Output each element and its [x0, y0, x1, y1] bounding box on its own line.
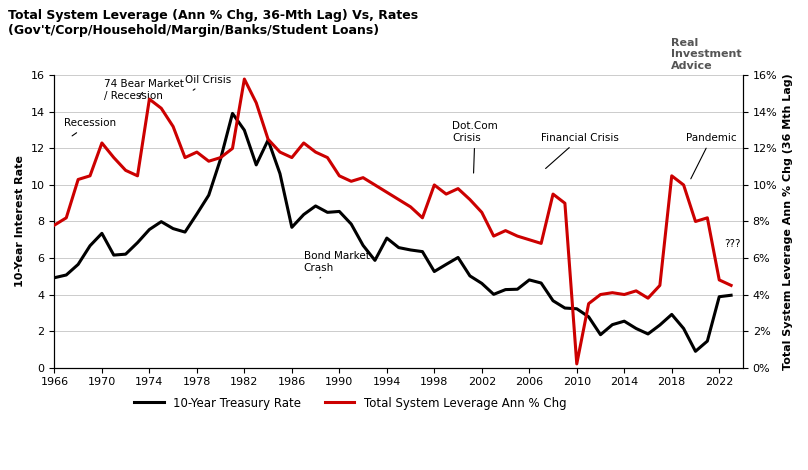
Text: Bond Market
Crash: Bond Market Crash — [304, 251, 369, 278]
Text: Recession: Recession — [64, 118, 116, 136]
Text: 74 Bear Market
/ Recession: 74 Bear Market / Recession — [104, 79, 184, 101]
Text: Oil Crisis: Oil Crisis — [185, 75, 231, 90]
Text: Total System Leverage (Ann % Chg, 36-Mth Lag) Vs, Rates
(Gov't/Corp/Household/Ma: Total System Leverage (Ann % Chg, 36-Mth… — [8, 9, 419, 38]
Y-axis label: Total System Leverage Ann % Chg (36 Mth Lag): Total System Leverage Ann % Chg (36 Mth … — [783, 73, 793, 370]
Y-axis label: 10-Year Interest Rate: 10-Year Interest Rate — [15, 156, 25, 288]
Legend: 10-Year Treasury Rate, Total System Leverage Ann % Chg: 10-Year Treasury Rate, Total System Leve… — [130, 392, 571, 414]
Text: Financial Crisis: Financial Crisis — [541, 133, 619, 169]
Text: Pandemic: Pandemic — [686, 133, 737, 179]
Text: Dot.Com
Crisis: Dot.Com Crisis — [452, 121, 498, 173]
Text: ???: ??? — [724, 239, 740, 249]
Text: Real
Investment
Advice: Real Investment Advice — [671, 38, 741, 71]
